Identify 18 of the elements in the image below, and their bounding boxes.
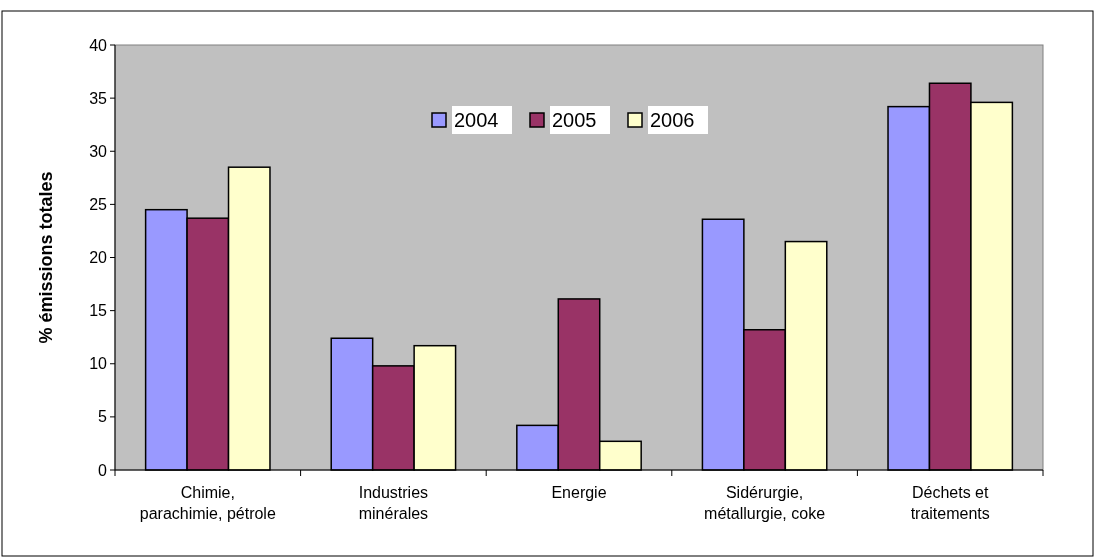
legend-label: 2005 [552,109,597,131]
y-tick-label: 35 [89,89,108,107]
y-tick-label: 25 [89,195,108,213]
y-tick-label: 30 [89,142,108,160]
x-tick-label: Sidérurgie, métallurgie, coke [704,484,826,522]
y-tick-label: 15 [89,302,108,320]
x-tick-label: Chimie, parachimie, pétrole [139,484,276,522]
y-tick-label: 10 [89,355,108,373]
y-tick-label: 20 [89,249,108,267]
legend-label: 2004 [454,109,499,131]
x-tick-label: Déchets et traitements [910,484,990,522]
y-tick-label: 5 [98,408,108,426]
x-tick-label: Energie [551,484,607,501]
legend-label: 2006 [650,109,695,131]
x-tick-label: Industries minérales [358,484,429,522]
y-tick-label: 40 [89,36,108,54]
y-axis-title: % émissions totales [36,171,56,344]
y-tick-label: 0 [98,461,108,479]
